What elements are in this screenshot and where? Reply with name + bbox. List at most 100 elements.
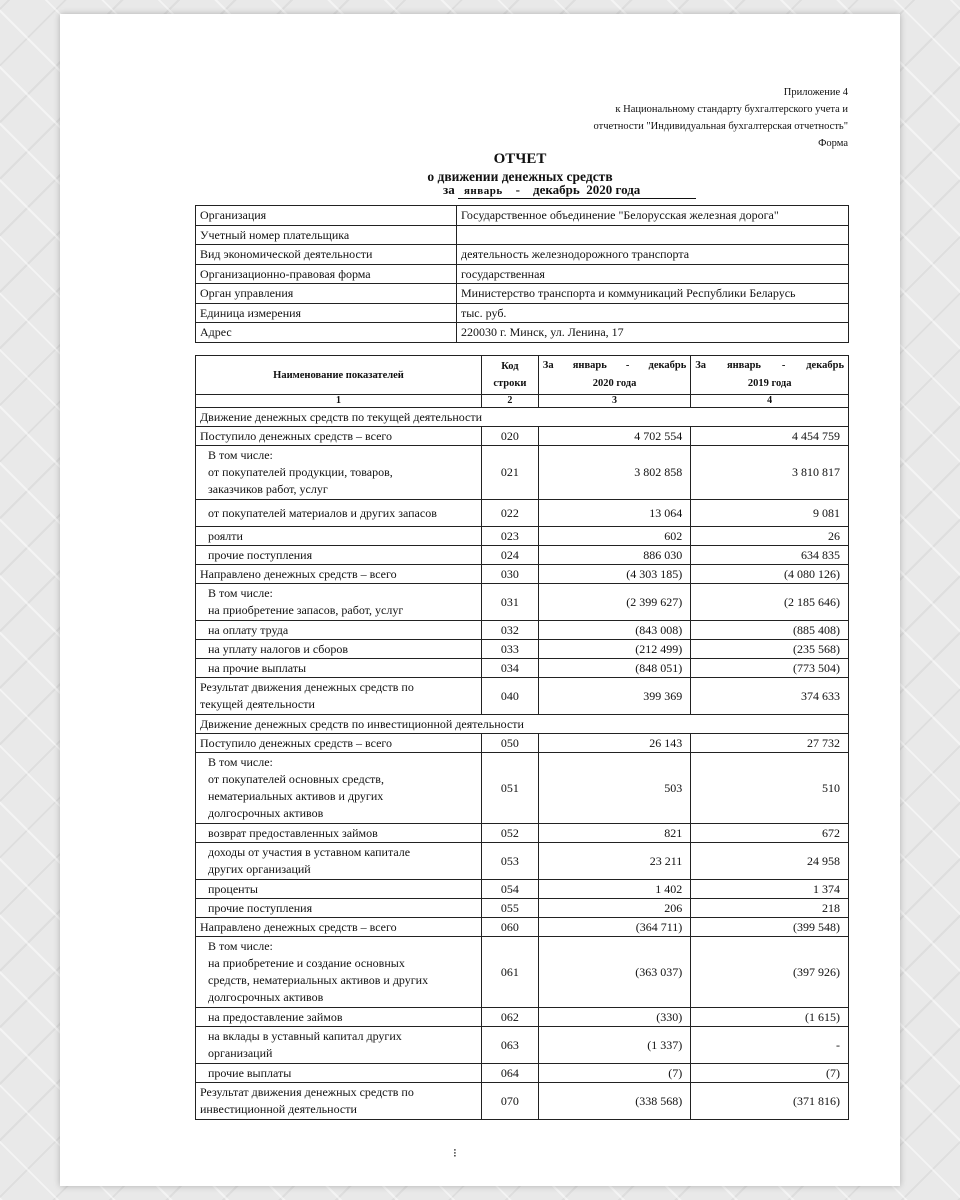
row-label-line: других организаций (208, 862, 311, 876)
row-label-line: Направлено денежных средств – всего (200, 919, 397, 934)
report-period: за январь - декабрь 2020 года (443, 182, 696, 199)
row-label: В том числе: на приобретение и создание о… (194, 936, 483, 1008)
info-label: Организационно-правовая форма (195, 263, 457, 284)
row-value-2019: (885 408) (690, 620, 849, 640)
row-label-line: средств, нематериальных активов и других (208, 973, 429, 987)
row-label-line: возврат предоставленных займов (208, 825, 378, 840)
row-value-2019: 634 835 (690, 545, 849, 565)
row-value-2020: 886 030 (537, 545, 692, 565)
row-value-2019: 510 (690, 752, 849, 824)
info-value: Государственное объединение "Белорусская… (456, 205, 849, 226)
row-code: 061 (481, 936, 539, 1008)
document-page: Приложение 4 к Национальному стандарту б… (60, 14, 900, 1186)
row-value-2020: (7) (537, 1063, 692, 1083)
row-label-line: от покупателей материалов и других запас… (208, 505, 437, 520)
row-label-line: доходы от участия в уставном капитале (208, 845, 411, 859)
column-number: 1 (194, 394, 483, 408)
table-row: В том числе: от покупателей основных сред… (194, 752, 849, 824)
row-code: 033 (481, 639, 539, 659)
page-mark: ⁝ (453, 1146, 457, 1160)
info-value: деятельность железнодорожного транспорта (456, 244, 849, 265)
table-row: Результат движения денежных средств по те… (194, 677, 849, 715)
row-value-2019: (235 568) (690, 639, 849, 659)
table-row: прочие выплаты 064 (7) (7) (194, 1063, 849, 1083)
row-code: 054 (481, 879, 539, 899)
info-label: Орган управления (195, 283, 457, 304)
row-value-2019: (1 615) (690, 1007, 849, 1027)
info-row: Адрес 220030 г. Минск, ул. Ленина, 17 (195, 322, 849, 343)
period-from: январь (463, 185, 503, 197)
row-value-2020: (4 303 185) (537, 564, 692, 584)
row-code: 060 (481, 917, 539, 937)
header-name: Наименование показателей (194, 355, 483, 395)
table-row: прочие поступления 024 886 030 634 835 (194, 545, 849, 565)
row-label-line: долгосрочных активов (208, 990, 324, 1004)
info-label: Учетный номер плательщика (195, 224, 457, 245)
row-value-2020: (2 399 627) (537, 583, 692, 621)
row-code: 030 (481, 564, 539, 584)
row-value-2019: 218 (690, 898, 849, 918)
row-label-line: В том числе: (208, 939, 273, 953)
info-label: Вид экономической деятельности (195, 244, 457, 265)
table-row: возврат предоставленных займов 052 821 6… (194, 823, 849, 843)
column-number: 3 (537, 394, 692, 408)
row-label-line: Результат движения денежных средств по (200, 1085, 414, 1099)
row-label-line: Направлено денежных средств – всего (200, 566, 397, 581)
section-row: Движение денежных средств по текущей дея… (195, 407, 849, 427)
report-title: ОТЧЕТ о движении денежных средств (390, 150, 650, 186)
row-value-2019: 24 958 (690, 842, 849, 880)
row-label-line: заказчиков работ, услуг (208, 482, 328, 496)
row-value-2019: 26 (690, 526, 849, 546)
row-code: 063 (481, 1026, 539, 1064)
info-row: Организация Государственное объединение "… (195, 205, 849, 226)
row-value-2020: 26 143 (537, 733, 692, 753)
row-value-2019: (397 926) (690, 936, 849, 1008)
table-row: на вклады в уставный капитал других орган… (194, 1026, 849, 1064)
row-code: 051 (481, 752, 539, 824)
row-value-2020: 399 369 (537, 677, 692, 715)
header-previous-period: За январь - декабрь 2019 года (690, 355, 849, 395)
appendix-note: Приложение 4 к Национальному стандарту б… (594, 84, 849, 152)
table-row: доходы от участия в уставном капитале дру… (194, 842, 849, 880)
section-title: Движение денежных средств по инвестицион… (195, 714, 849, 734)
row-label-line: на предоставление займов (208, 1009, 343, 1024)
period-prefix: за (443, 182, 455, 197)
row-code: 040 (481, 677, 539, 715)
row-label-line: прочие поступления (208, 547, 313, 562)
row-label-line: на приобретение и создание основных (208, 956, 405, 970)
row-value-2019: (7) (690, 1063, 849, 1083)
row-label-line: прочие поступления (208, 900, 313, 915)
row-value-2020: 206 (537, 898, 692, 918)
row-label: В том числе: от покупателей продукции, то… (194, 445, 483, 500)
row-value-2020: 602 (537, 526, 692, 546)
row-value-2019: 27 732 (690, 733, 849, 753)
row-label-line: прочие выплаты (208, 1065, 292, 1080)
table-row: Результат движения денежных средств по ин… (194, 1082, 849, 1120)
row-label-line: нематериальных активов и других (208, 789, 384, 803)
info-label: Адрес (195, 322, 457, 343)
row-value-2020: 3 802 858 (537, 445, 692, 500)
row-code: 021 (481, 445, 539, 500)
table-header-row: Наименование показателей Код строки За ян… (194, 355, 849, 395)
report-subtitle: о движении денежных средств (427, 169, 613, 184)
row-label: Поступило денежных средств – всего (194, 733, 483, 753)
row-label-line: долгосрочных активов (208, 806, 324, 820)
column-number-row: 1 2 3 4 (194, 394, 849, 408)
row-label: проценты (194, 879, 483, 899)
row-label-line: В том числе: (208, 448, 273, 462)
row-value-2020: 821 (537, 823, 692, 843)
section-row: Движение денежных средств по инвестицион… (195, 714, 849, 734)
row-value-2020: 23 211 (537, 842, 692, 880)
info-value: тыс. руб. (456, 302, 849, 323)
table-row: на прочие выплаты 034 (848 051) (773 504… (194, 658, 849, 678)
row-label: доходы от участия в уставном капитале дру… (194, 842, 483, 880)
row-label-line: на приобретение запасов, работ, услуг (208, 603, 404, 617)
row-code: 070 (481, 1082, 539, 1120)
table-row: роялти 023 602 26 (194, 526, 849, 546)
report-title-main: ОТЧЕТ (493, 151, 547, 167)
row-code: 055 (481, 898, 539, 918)
appendix-line: отчетности "Индивидуальная бухгалтерская… (593, 121, 849, 132)
row-label-line: на уплату налогов и сборов (208, 641, 349, 656)
row-label-line: Поступило денежных средств – всего (200, 735, 393, 750)
period-year: 2020 года (586, 182, 641, 197)
